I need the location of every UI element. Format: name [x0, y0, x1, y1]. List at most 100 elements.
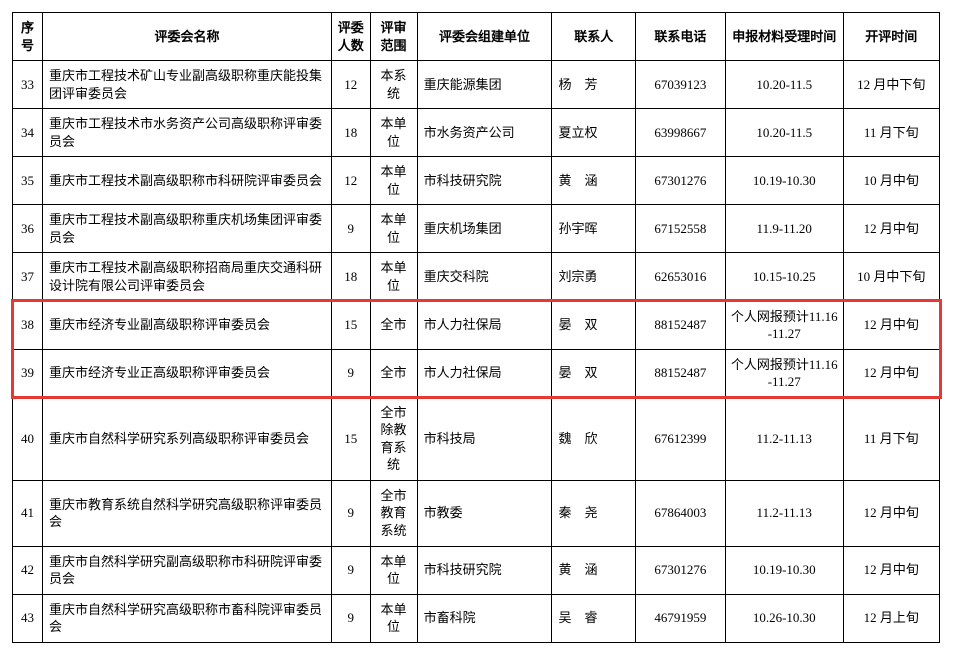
cell-time: 10.20-11.5	[725, 61, 843, 109]
cell-seq: 38	[13, 301, 43, 349]
cell-phone: 62653016	[635, 253, 725, 301]
cell-org: 市教委	[417, 480, 552, 546]
cell-count: 12	[331, 157, 370, 205]
committee-table: 序号 评委会名称 评委人数 评审范围 评委会组建单位 联系人 联系电话 申报材料…	[12, 12, 940, 643]
cell-org: 重庆交科院	[417, 253, 552, 301]
cell-count: 18	[331, 109, 370, 157]
cell-count: 9	[331, 480, 370, 546]
cell-scope: 本单位	[370, 157, 417, 205]
cell-scope: 本单位	[370, 109, 417, 157]
cell-name: 重庆市工程技术副高级职称重庆机场集团评审委员会	[42, 205, 331, 253]
cell-time: 10.15-10.25	[725, 253, 843, 301]
cell-time: 个人网报预计11.16-11.27	[725, 301, 843, 349]
table-row: 43重庆市自然科学研究高级职称市畜科院评审委员会9本单位市畜科院吴 睿46791…	[13, 594, 940, 642]
table-row: 34重庆市工程技术市水务资产公司高级职称评审委员会18本单位市水务资产公司夏立权…	[13, 109, 940, 157]
cell-contact: 晏 双	[552, 349, 635, 397]
cell-contact: 吴 睿	[552, 594, 635, 642]
cell-org: 市科技局	[417, 397, 552, 480]
cell-phone: 88152487	[635, 301, 725, 349]
table-wrap: 序号 评委会名称 评委人数 评审范围 评委会组建单位 联系人 联系电话 申报材料…	[12, 12, 940, 643]
header-seq: 序号	[13, 13, 43, 61]
cell-phone: 67301276	[635, 157, 725, 205]
cell-org: 市畜科院	[417, 594, 552, 642]
cell-contact: 秦 尧	[552, 480, 635, 546]
cell-phone: 63998667	[635, 109, 725, 157]
cell-open: 10 月中下旬	[843, 253, 939, 301]
header-name: 评委会名称	[42, 13, 331, 61]
cell-org: 市科技研究院	[417, 157, 552, 205]
cell-contact: 魏 欣	[552, 397, 635, 480]
cell-name: 重庆市自然科学研究高级职称市畜科院评审委员会	[42, 594, 331, 642]
cell-scope: 本单位	[370, 594, 417, 642]
cell-seq: 43	[13, 594, 43, 642]
cell-seq: 35	[13, 157, 43, 205]
cell-name: 重庆市工程技术副高级职称招商局重庆交通科研设计院有限公司评审委员会	[42, 253, 331, 301]
cell-phone: 67039123	[635, 61, 725, 109]
cell-name: 重庆市工程技术副高级职称市科研院评审委员会	[42, 157, 331, 205]
cell-count: 9	[331, 205, 370, 253]
cell-scope: 本单位	[370, 253, 417, 301]
cell-count: 18	[331, 253, 370, 301]
cell-scope: 本单位	[370, 205, 417, 253]
cell-open: 11 月下旬	[843, 397, 939, 480]
cell-time: 11.9-11.20	[725, 205, 843, 253]
cell-open: 11 月下旬	[843, 109, 939, 157]
header-scope: 评审范围	[370, 13, 417, 61]
cell-time: 11.2-11.13	[725, 397, 843, 480]
cell-seq: 40	[13, 397, 43, 480]
cell-time: 个人网报预计11.16-11.27	[725, 349, 843, 397]
cell-open: 10 月中旬	[843, 157, 939, 205]
cell-time: 10.20-11.5	[725, 109, 843, 157]
cell-phone: 67864003	[635, 480, 725, 546]
header-time: 申报材料受理时间	[725, 13, 843, 61]
cell-scope: 全市除教育系统	[370, 397, 417, 480]
cell-phone: 67612399	[635, 397, 725, 480]
cell-contact: 刘宗勇	[552, 253, 635, 301]
cell-name: 重庆市经济专业副高级职称评审委员会	[42, 301, 331, 349]
header-contact: 联系人	[552, 13, 635, 61]
cell-name: 重庆市教育系统自然科学研究高级职称评审委员会	[42, 480, 331, 546]
cell-contact: 夏立权	[552, 109, 635, 157]
cell-org: 重庆机场集团	[417, 205, 552, 253]
cell-open: 12 月中旬	[843, 301, 939, 349]
cell-seq: 33	[13, 61, 43, 109]
table-row: 40重庆市自然科学研究系列高级职称评审委员会15全市除教育系统市科技局魏 欣67…	[13, 397, 940, 480]
cell-time: 10.26-10.30	[725, 594, 843, 642]
cell-scope: 全市教育系统	[370, 480, 417, 546]
cell-count: 12	[331, 61, 370, 109]
cell-time: 10.19-10.30	[725, 157, 843, 205]
cell-name: 重庆市工程技术矿山专业副高级职称重庆能投集团评审委员会	[42, 61, 331, 109]
cell-org: 市人力社保局	[417, 301, 552, 349]
cell-seq: 37	[13, 253, 43, 301]
cell-count: 15	[331, 397, 370, 480]
cell-contact: 晏 双	[552, 301, 635, 349]
cell-name: 重庆市经济专业正高级职称评审委员会	[42, 349, 331, 397]
cell-org: 市水务资产公司	[417, 109, 552, 157]
cell-seq: 39	[13, 349, 43, 397]
cell-count: 9	[331, 349, 370, 397]
cell-name: 重庆市自然科学研究系列高级职称评审委员会	[42, 397, 331, 480]
cell-seq: 41	[13, 480, 43, 546]
cell-seq: 34	[13, 109, 43, 157]
cell-time: 11.2-11.13	[725, 480, 843, 546]
cell-open: 12 月中旬	[843, 480, 939, 546]
header-org: 评委会组建单位	[417, 13, 552, 61]
cell-phone: 46791959	[635, 594, 725, 642]
cell-open: 12 月中旬	[843, 349, 939, 397]
header-count: 评委人数	[331, 13, 370, 61]
cell-count: 15	[331, 301, 370, 349]
header-row: 序号 评委会名称 评委人数 评审范围 评委会组建单位 联系人 联系电话 申报材料…	[13, 13, 940, 61]
cell-count: 9	[331, 594, 370, 642]
cell-contact: 杨 芳	[552, 61, 635, 109]
table-row: 41重庆市教育系统自然科学研究高级职称评审委员会9全市教育系统市教委秦 尧678…	[13, 480, 940, 546]
cell-contact: 孙宇晖	[552, 205, 635, 253]
cell-open: 12 月中下旬	[843, 61, 939, 109]
cell-scope: 全市	[370, 349, 417, 397]
cell-scope: 全市	[370, 301, 417, 349]
cell-seq: 36	[13, 205, 43, 253]
header-open: 开评时间	[843, 13, 939, 61]
cell-contact: 黄 涵	[552, 157, 635, 205]
table-row: 36重庆市工程技术副高级职称重庆机场集团评审委员会9本单位重庆机场集团孙宇晖67…	[13, 205, 940, 253]
cell-phone: 67152558	[635, 205, 725, 253]
cell-phone: 88152487	[635, 349, 725, 397]
